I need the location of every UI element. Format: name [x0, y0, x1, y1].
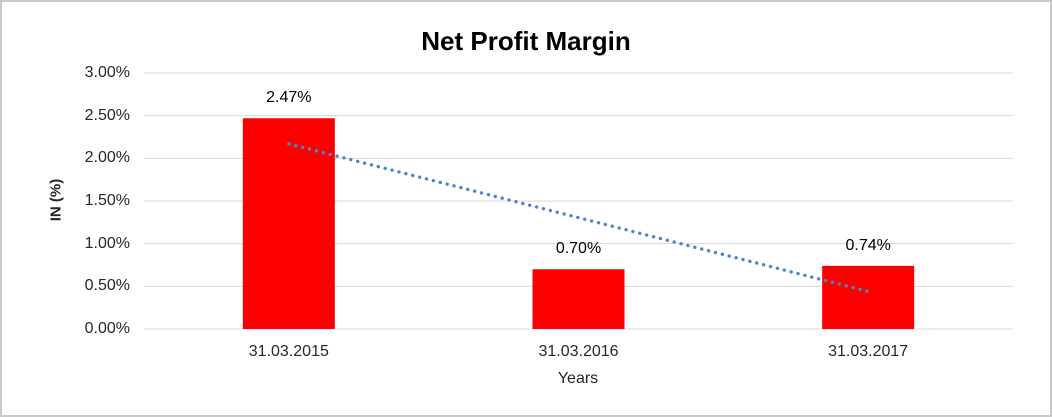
y-tick-label: 1.00%	[84, 234, 130, 252]
y-tick-label: 3.00%	[84, 64, 130, 81]
bar-31.03.2017	[822, 265, 915, 329]
x-tick-label: 31.03.2015	[248, 343, 329, 360]
y-tick-label: 1.50%	[84, 192, 130, 209]
trendline	[287, 142, 870, 294]
bar-data-label: 0.74%	[845, 236, 891, 254]
y-tick-label: 2.00%	[84, 149, 130, 167]
y-tick-label: 2.50%	[84, 106, 130, 124]
bar-data-label: 0.70%	[555, 240, 602, 258]
bar-data-label: 2.47%	[266, 89, 312, 107]
y-tick-label: 0.50%	[84, 277, 130, 295]
bar-31.03.2015	[242, 118, 335, 329]
chart-title: Net Profit Margin	[421, 26, 631, 56]
x-axis-title: Years	[557, 370, 599, 387]
bar-31.03.2016	[532, 269, 625, 329]
x-tick-label: 31.03.2017	[828, 343, 909, 360]
x-tick-label: 31.03.2016	[538, 343, 619, 360]
y-tick-label: 0.00%	[84, 320, 130, 337]
